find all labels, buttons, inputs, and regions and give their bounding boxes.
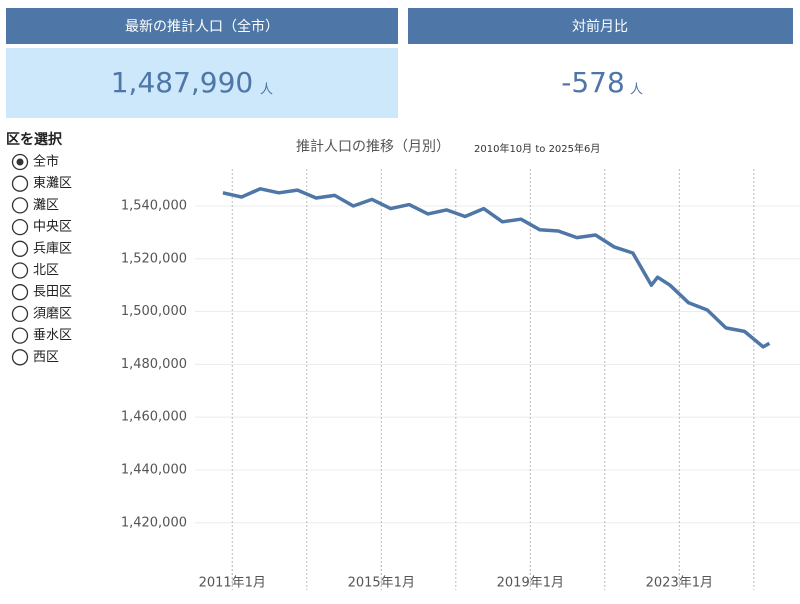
kpi-unit: 人: [260, 83, 273, 98]
radio-button[interactable]: [11, 240, 29, 257]
radio-label[interactable]: 長田区: [33, 285, 72, 300]
kpi-header: [6, 8, 398, 44]
x-tick-label: 2023年1月: [646, 576, 713, 591]
x-tick-label: 2011年1月: [199, 576, 266, 591]
y-tick-label: 1,520,000: [121, 251, 187, 266]
radio-label[interactable]: 兵庫区: [33, 241, 72, 256]
kpi-title: 最新の推計人口（全市）: [125, 18, 279, 35]
kpi-title: 対前月比: [572, 18, 628, 35]
y-tick-label: 1,480,000: [121, 357, 187, 372]
kpi-header: [408, 8, 793, 44]
y-tick-label: 1,460,000: [121, 410, 187, 425]
radio-button[interactable]: [11, 175, 29, 192]
radio-label[interactable]: 東灘区: [33, 175, 72, 191]
radio-button[interactable]: [11, 197, 29, 214]
radio-label[interactable]: 垂水区: [33, 328, 72, 343]
kpi-value: 1,487,990: [111, 66, 254, 99]
x-tick-label: 2019年1月: [497, 576, 564, 591]
radio-label[interactable]: 西区: [33, 350, 59, 365]
data-line: [222, 187, 771, 349]
radio-label[interactable]: 灘区: [33, 198, 59, 213]
kpi-value: -578: [561, 66, 625, 99]
radio-label[interactable]: 中央区: [33, 220, 72, 235]
y-tick-label: 1,500,000: [121, 304, 187, 319]
radio-label[interactable]: 全市: [33, 154, 59, 170]
radio-button[interactable]: [11, 327, 29, 344]
radio-button[interactable]: [11, 218, 29, 236]
radio-label[interactable]: 須磨区: [33, 306, 72, 321]
y-tick-label: 1,440,000: [121, 462, 187, 477]
radio-dot: [16, 158, 24, 166]
x-tick-label: 2015年1月: [348, 576, 415, 591]
radio-label[interactable]: 北区: [33, 263, 59, 278]
radio-button[interactable]: [11, 349, 29, 366]
radio-button[interactable]: [11, 262, 29, 279]
radio-button[interactable]: [11, 305, 29, 323]
radio-button[interactable]: [11, 284, 29, 301]
y-tick-label: 1,420,000: [121, 515, 187, 530]
selector-label: 区を選択: [6, 131, 63, 148]
chart-title: 推計人口の推移（月別）: [296, 139, 450, 155]
y-tick-label: 1,540,000: [121, 198, 187, 213]
kpi-panel: [6, 48, 398, 118]
kpi-unit: 人: [630, 83, 643, 98]
chart-subtitle: 2010年10月 to 2025年6月: [474, 142, 600, 155]
